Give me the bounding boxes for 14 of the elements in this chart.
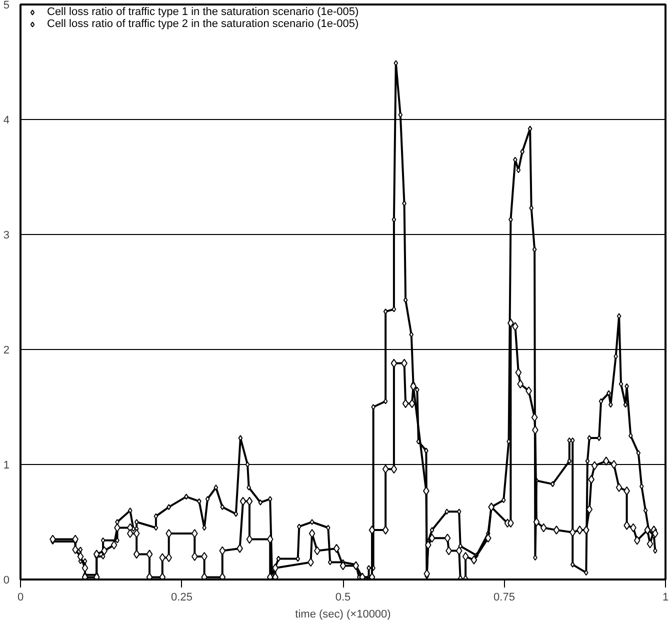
x-tick-label: 0.5 [335, 592, 351, 604]
y-tick-label: 3 [3, 230, 10, 242]
x-tick-label: 0 [17, 592, 24, 604]
y-tick-label: 2 [3, 344, 10, 356]
x-tick-label: 0.25 [171, 592, 192, 604]
x-axis-title: time (sec) (×10000) [295, 608, 391, 620]
y-tick-label: 4 [3, 114, 10, 126]
y-tick-label: 0 [3, 574, 10, 586]
y-tick-label: 1 [3, 460, 10, 472]
legend-label: Cell loss ratio of traffic type 1 in the saturation scenario (1e-005) [47, 6, 359, 18]
y-tick-label: 5 [3, 0, 10, 12]
x-tick-label: 1 [662, 592, 669, 604]
legend-label: Cell loss ratio of traffic type 2 in the saturation scenario (1e-005) [47, 18, 359, 30]
x-tick-label: 0.75 [494, 592, 515, 604]
